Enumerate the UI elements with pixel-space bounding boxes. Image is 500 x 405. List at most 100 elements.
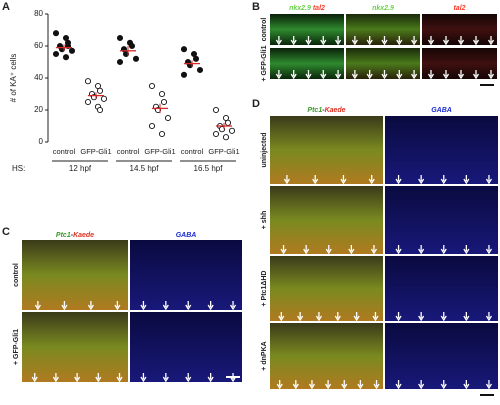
- arrow: [396, 70, 403, 80]
- header-part: tal2: [453, 5, 465, 12]
- arrow: [162, 373, 169, 383]
- arrow: [472, 70, 480, 80]
- arrow: [34, 301, 41, 311]
- arrow: [185, 301, 192, 311]
- micrograph: [346, 48, 420, 79]
- micrograph: [270, 323, 383, 389]
- arrow: [229, 301, 237, 311]
- data-point: [116, 58, 124, 66]
- row-label: + Ptc1ΔHD: [261, 271, 268, 307]
- arrow: [418, 175, 425, 185]
- column-header: GABA: [431, 107, 452, 114]
- arrow: [395, 380, 402, 390]
- arrow: [357, 380, 364, 390]
- arrow: [52, 373, 59, 383]
- hs-label: HS:: [12, 164, 25, 173]
- arrow: [341, 380, 348, 390]
- arrow: [312, 175, 319, 185]
- arrow: [114, 301, 121, 311]
- arrow: [31, 373, 38, 383]
- panel-label: A: [2, 1, 10, 13]
- data-point: [116, 34, 124, 42]
- header-part: -: [71, 232, 74, 239]
- arrow: [427, 70, 435, 80]
- arrow: [276, 380, 283, 390]
- header-part: Ptc1: [307, 107, 322, 114]
- data-point: [228, 127, 236, 134]
- arrow: [162, 301, 169, 311]
- arrow: [440, 380, 447, 390]
- arrow: [140, 373, 147, 383]
- arrow: [463, 380, 470, 390]
- data-point: [212, 106, 220, 114]
- column-header: Ptc1-Kaede: [307, 107, 345, 114]
- arrow: [61, 301, 68, 311]
- arrow: [395, 245, 402, 255]
- header-part: Kaede: [325, 107, 346, 114]
- y-tick-label: 60: [34, 41, 43, 50]
- data-point: [52, 30, 60, 37]
- arrow: [303, 245, 310, 255]
- arrow: [74, 373, 81, 383]
- arrow: [290, 70, 297, 80]
- arrow: [463, 312, 470, 322]
- micrograph: [422, 14, 497, 45]
- arrow: [340, 175, 347, 185]
- data-point: [148, 82, 156, 90]
- data-point: [192, 55, 200, 62]
- arrow: [485, 312, 493, 322]
- data-point: [212, 130, 220, 138]
- micrograph: [385, 116, 498, 184]
- arrow: [297, 312, 304, 322]
- arrow: [427, 36, 435, 46]
- arrow: [95, 373, 102, 383]
- arrow: [320, 36, 327, 46]
- data-point: [132, 55, 140, 62]
- data-point: [128, 42, 136, 50]
- micrograph: [385, 186, 498, 254]
- micrograph: [346, 14, 420, 45]
- y-tick-label: 0: [39, 137, 44, 146]
- arrow: [290, 36, 297, 46]
- arrow: [325, 380, 332, 390]
- arrow: [381, 36, 388, 46]
- arrow: [457, 36, 465, 46]
- arrow: [283, 175, 291, 185]
- arrow: [485, 245, 493, 255]
- column-header: Ptc1-Kaede: [56, 232, 94, 239]
- arrow: [418, 312, 425, 322]
- data-point: [222, 134, 230, 141]
- arrow: [116, 373, 123, 383]
- data-point: [196, 66, 204, 74]
- arrow: [368, 175, 375, 185]
- arrow: [87, 301, 94, 311]
- header-part: nkx2.9: [372, 5, 394, 12]
- micrograph: [270, 186, 383, 254]
- arrow: [275, 70, 282, 80]
- arrow: [442, 36, 450, 46]
- data-point: [96, 87, 104, 94]
- arrow: [275, 36, 282, 46]
- micrograph: [270, 256, 383, 321]
- data-point: [84, 78, 92, 85]
- data-point: [158, 130, 166, 138]
- data-point: [160, 98, 168, 106]
- arrow: [320, 70, 327, 80]
- arrow: [395, 175, 402, 185]
- data-point: [68, 47, 76, 54]
- arrow: [185, 373, 192, 383]
- arrow: [396, 36, 403, 46]
- arrow: [292, 380, 299, 390]
- hs-group-label: 14.5 hpf: [130, 164, 160, 173]
- header-part: Kaede: [73, 232, 94, 239]
- x-tick-label: GFP-Gli1: [144, 147, 175, 156]
- y-tick-label: 20: [34, 105, 43, 114]
- arrow: [140, 301, 147, 311]
- panel-label: B: [252, 1, 260, 13]
- arrow: [366, 70, 373, 80]
- x-tick-label: GFP-Gli1: [80, 147, 111, 156]
- micrograph: [385, 323, 498, 389]
- arrow: [381, 70, 388, 80]
